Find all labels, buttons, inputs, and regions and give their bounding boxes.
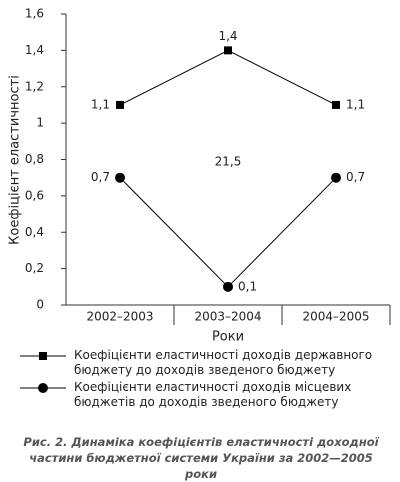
marker [38,383,48,393]
marker [116,100,124,109]
legend-swatch [20,383,66,393]
y-tick-label: 1,6 [25,7,44,21]
value-label: 1,1 [346,97,365,111]
marker [39,352,47,360]
y-tick-label: 0,6 [25,188,44,202]
y-tick-label: 0 [36,298,44,312]
y-tick-label: 0,8 [25,152,44,166]
marker [223,281,233,292]
marker [224,46,232,55]
legend-label: Коефіцієнти еластичності доходів державн… [74,348,373,377]
value-label: 1,1 [91,97,110,111]
legend: Коефіцієнти еластичності доходів державн… [18,348,393,412]
chart: Коефіцієнт еластичності Роки 21,5 0 0,2 0,… [8,7,391,345]
y-tick-label: 1 [36,116,44,130]
x-tick-label: 2003–2004 [194,310,261,324]
value-label: 0,7 [91,170,110,184]
marker [115,172,125,183]
marker [332,100,340,109]
legend-label: Коефіцієнти еластичності доходів місцеви… [74,380,352,409]
x-tick-label: 2004–2005 [302,310,369,324]
legend-item: Коефіцієнти еластичності доходів місцеви… [18,380,393,410]
value-label: 1,4 [218,29,237,43]
y-axis-label: Коефіцієнт еластичності [8,75,23,245]
x-axis-label: Роки [212,330,244,345]
legend-swatch [20,352,66,360]
value-label: 0,1 [238,279,257,293]
series-line [119,177,337,288]
y-tick-label: 0,2 [25,261,44,275]
y-tick-label: 1,4 [25,43,44,57]
series-line [119,49,337,106]
annotation: 21,5 [215,155,242,169]
legend-item: Коефіцієнти еластичності доходів державн… [18,348,393,378]
marker [331,172,341,183]
x-tick-label: 2002–2003 [86,310,153,324]
y-tick-label: 0,4 [25,225,44,239]
y-tick-label: 1,2 [25,79,44,93]
value-label: 0,7 [346,170,365,184]
caption: Рис. 2. Динаміка коефіцієнтів еластичнос… [23,435,379,481]
